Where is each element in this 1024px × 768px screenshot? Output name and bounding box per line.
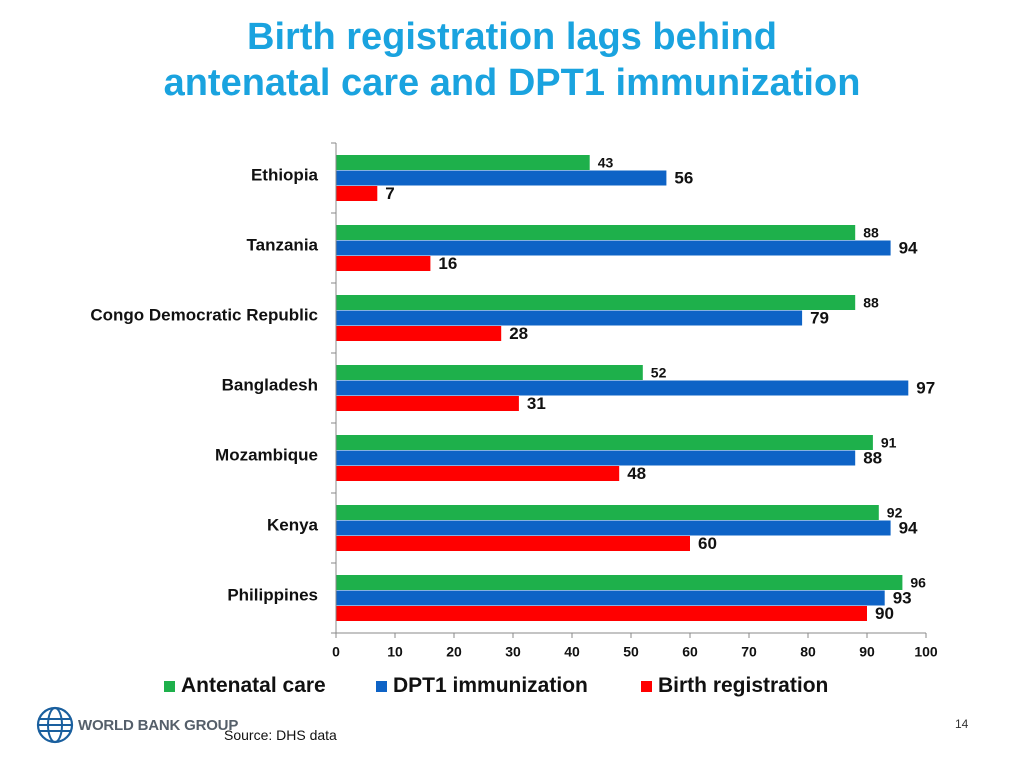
bar-dpt1-immunization-mozambique	[336, 450, 856, 466]
data-label-antenatal-care-philippines: 96	[910, 574, 926, 590]
data-label-antenatal-care-tanzania: 88	[863, 224, 879, 240]
x-tick-label-70: 70	[741, 644, 757, 660]
legend-item-birth-registration: Birth registration	[641, 674, 828, 698]
bar-chart: Ethiopia 43 56 7 Tanzania 88 94 16 Congo Democra…	[90, 142, 938, 660]
bar-antenatal-care-philippines	[336, 575, 903, 590]
source-note: Source: DHS data	[224, 727, 337, 743]
x-tick-label-50: 50	[623, 644, 639, 660]
data-label-dpt1-immunization-ethiopia: 56	[674, 169, 693, 188]
legend-label-birth-registration: Birth registration	[658, 674, 829, 697]
data-label-antenatal-care-mozambique: 91	[881, 434, 897, 450]
legend-item-dpt1-immunization: DPT1 immunization	[376, 674, 588, 698]
bar-antenatal-care-congo-democratic-republic	[336, 295, 856, 310]
bar-dpt1-immunization-bangladesh	[336, 380, 909, 396]
category-label-tanzania: Tanzania	[247, 235, 319, 254]
legend-label-antenatal-care: Antenatal care	[181, 674, 326, 697]
bar-dpt1-immunization-tanzania	[336, 240, 891, 256]
bar-birth-registration-kenya	[336, 536, 690, 551]
bar-birth-registration-ethiopia	[336, 186, 378, 201]
data-label-dpt1-immunization-philippines: 93	[893, 589, 912, 608]
data-label-birth-registration-bangladesh: 31	[527, 394, 546, 413]
data-label-antenatal-care-bangladesh: 52	[651, 364, 667, 380]
chart-title: Birth registration lags behind antenatal…	[0, 14, 1024, 106]
title-line-2: antenatal care and DPT1 immunization	[163, 62, 861, 104]
bar-birth-registration-congo-democratic-republic	[336, 326, 502, 341]
chart-legend: Antenatal care DPT1 immunization Birth r…	[0, 674, 1024, 700]
bar-birth-registration-tanzania	[336, 256, 431, 271]
data-label-antenatal-care-congo-democratic-republic: 88	[863, 294, 879, 310]
category-label-kenya: Kenya	[267, 515, 319, 534]
data-label-antenatal-care-ethiopia: 43	[598, 154, 614, 170]
category-label-congo-democratic-republic: Congo Democratic Republic	[90, 305, 318, 324]
data-label-dpt1-immunization-tanzania: 94	[899, 239, 918, 258]
title-line-1: Birth registration lags behind	[247, 16, 777, 58]
x-tick-label-100: 100	[914, 644, 938, 660]
data-label-birth-registration-kenya: 60	[698, 534, 717, 553]
bar-antenatal-care-tanzania	[336, 225, 856, 240]
bar-antenatal-care-mozambique	[336, 435, 873, 450]
category-label-ethiopia: Ethiopia	[251, 165, 319, 184]
category-label-bangladesh: Bangladesh	[222, 375, 318, 394]
bar-dpt1-immunization-philippines	[336, 590, 885, 606]
page-number: 14	[955, 717, 969, 731]
legend-swatch-birth-registration	[641, 680, 652, 692]
data-label-antenatal-care-kenya: 92	[887, 504, 903, 520]
x-tick-label-20: 20	[446, 644, 462, 660]
x-tick-label-10: 10	[387, 644, 403, 660]
data-label-birth-registration-ethiopia: 7	[385, 184, 394, 203]
data-label-birth-registration-tanzania: 16	[438, 254, 457, 273]
bar-dpt1-immunization-congo-democratic-republic	[336, 310, 803, 326]
legend-item-antenatal-care: Antenatal care	[164, 674, 326, 698]
legend-swatch-antenatal-care	[164, 680, 175, 692]
world-bank-group-logo: WORLD BANK GROUP	[36, 706, 238, 744]
data-label-dpt1-immunization-mozambique: 88	[863, 449, 882, 468]
category-label-philippines: Philippines	[227, 585, 318, 604]
x-tick-label-60: 60	[682, 644, 698, 660]
bar-antenatal-care-ethiopia	[336, 155, 590, 170]
data-label-dpt1-immunization-congo-democratic-republic: 79	[810, 309, 829, 328]
legend-swatch-dpt1-immunization	[376, 680, 387, 692]
bar-birth-registration-bangladesh	[336, 396, 519, 411]
x-tick-label-30: 30	[505, 644, 521, 660]
x-tick-label-90: 90	[859, 644, 875, 660]
data-label-birth-registration-mozambique: 48	[627, 464, 646, 483]
x-tick-label-0: 0	[332, 644, 340, 660]
data-label-dpt1-immunization-kenya: 94	[899, 519, 918, 538]
x-tick-label-40: 40	[564, 644, 580, 660]
logo-text: WORLD BANK GROUP	[78, 716, 239, 734]
bar-dpt1-immunization-kenya	[336, 520, 891, 536]
legend-label-dpt1-immunization: DPT1 immunization	[393, 674, 588, 697]
globe-icon	[36, 706, 74, 744]
data-label-dpt1-immunization-bangladesh: 97	[916, 379, 935, 398]
bar-birth-registration-mozambique	[336, 466, 620, 481]
bar-antenatal-care-kenya	[336, 505, 879, 520]
data-label-birth-registration-philippines: 90	[875, 604, 894, 623]
category-label-mozambique: Mozambique	[215, 445, 318, 464]
bar-antenatal-care-bangladesh	[336, 365, 643, 380]
bar-birth-registration-philippines	[336, 606, 867, 621]
data-label-birth-registration-congo-democratic-republic: 28	[509, 324, 528, 343]
x-tick-label-80: 80	[800, 644, 816, 660]
bar-dpt1-immunization-ethiopia	[336, 170, 667, 186]
